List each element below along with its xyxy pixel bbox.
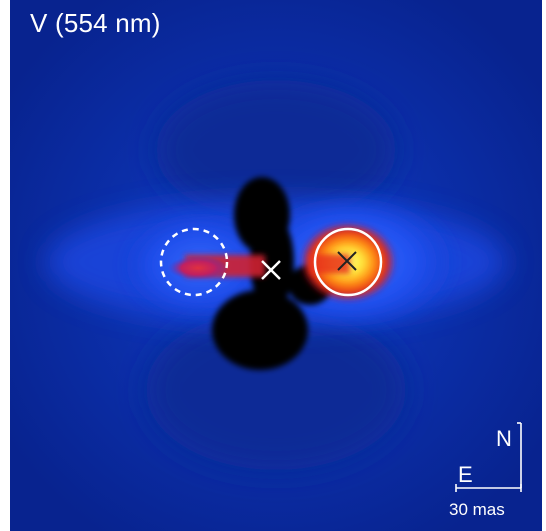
scale-bar-label: 30 mas [449, 500, 505, 519]
lower-diffuse-lobe [146, 310, 406, 470]
center-cross-marker [261, 260, 281, 280]
compass-north-label: N [496, 426, 512, 451]
band-label: V (554 nm) [30, 8, 161, 38]
compass-arrows [455, 422, 522, 492]
intensity-image [10, 0, 542, 531]
upper-diffuse-lobe [156, 80, 396, 220]
bright-source-circle [313, 227, 383, 297]
bright-source-cross-marker [337, 251, 357, 271]
compass-east-label: E [458, 462, 473, 487]
image-canvas [10, 0, 542, 531]
companion-dashed-circle [159, 227, 229, 297]
companion-core [168, 256, 228, 280]
